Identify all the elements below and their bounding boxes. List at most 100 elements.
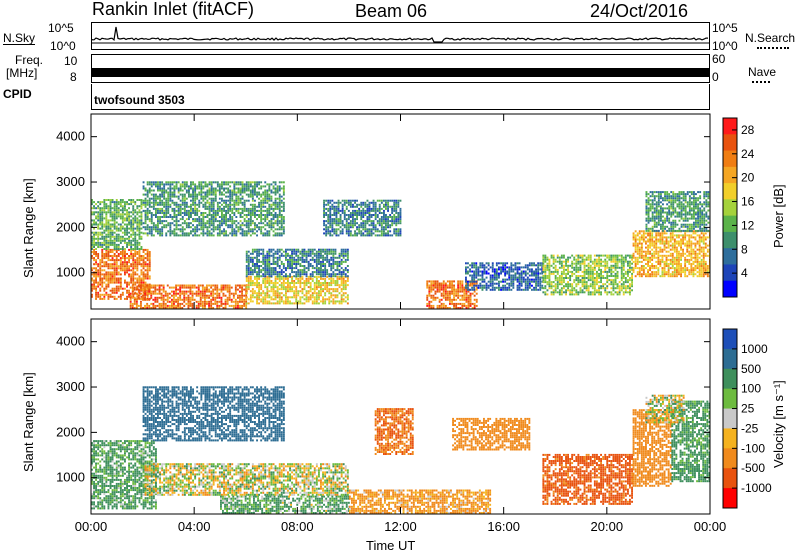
colorbar-segment	[723, 329, 737, 350]
power-region-8	[465, 262, 544, 291]
freq-tick-bottom: 8	[70, 70, 77, 84]
velocity-data	[91, 386, 710, 514]
nsky-tick-top: 10^5	[48, 21, 74, 35]
colorbar-segment	[723, 264, 737, 282]
colorbar-segment	[723, 199, 737, 217]
x-tick-label: 04:00	[178, 519, 211, 534]
colorbar-tick-label: 8	[741, 242, 748, 256]
colorbar-segment	[723, 488, 737, 509]
colorbar-tick-label: -1000	[741, 481, 772, 495]
power-region-1	[91, 199, 143, 250]
x-tick-label: 00:00	[694, 519, 727, 534]
nsearch-tick-bottom: 10^0	[712, 39, 738, 53]
colorbar-frame	[722, 328, 738, 509]
nsearch-tick-top: 10^5	[712, 21, 738, 35]
freq-unit-label: [MHz]	[6, 66, 38, 80]
nave-label: Nave	[748, 65, 777, 79]
colorbar-tick-label: 28	[741, 123, 755, 137]
colorbar-tick-label: 25	[741, 402, 755, 416]
colorbar-segment	[723, 231, 737, 249]
x-tick-label: 08:00	[281, 519, 314, 534]
velocity-region-2	[142, 386, 285, 442]
x-tick-label: 12:00	[384, 519, 417, 534]
colorbar-segment	[723, 408, 737, 429]
colorbar-tick-label: 1000	[741, 342, 768, 356]
y-tick-label: 3000	[56, 174, 85, 189]
nsearch-label: N.Search	[745, 31, 796, 45]
velocity-frame	[90, 318, 711, 515]
power-region-10	[632, 230, 710, 278]
nsky-trace	[92, 26, 709, 44]
freq-band	[92, 68, 709, 77]
y-tick-label: 1000	[56, 265, 85, 280]
colorbar-segment	[723, 166, 737, 184]
velocity-region-6	[452, 417, 531, 451]
power-region-4	[142, 181, 285, 237]
velocity-region-4	[348, 489, 492, 514]
colorbar-tick-label: 20	[741, 171, 755, 185]
colorbar-segment	[723, 215, 737, 233]
colorbar-segment	[723, 428, 737, 449]
velocity-region-8	[632, 409, 672, 487]
colorbar-tick-label: 100	[741, 382, 761, 396]
freq-trace	[92, 68, 709, 77]
colorbar-tick-label: -100	[741, 441, 765, 455]
power-region-11	[645, 191, 710, 232]
velocity-region-7	[542, 453, 633, 505]
power-region-9	[542, 254, 633, 296]
nsky-tick-bottom: 10^0	[50, 39, 76, 53]
nave-line-key	[752, 81, 770, 83]
colorbar-tick-label: -25	[741, 421, 759, 435]
colorbar-tick-label: 4	[741, 266, 748, 280]
y-tick-label: 4000	[56, 334, 85, 349]
colorbar-segment	[723, 183, 737, 200]
nave-tick-top: 60	[712, 52, 726, 66]
colorbar-segment	[723, 248, 737, 265]
power-region-3	[245, 275, 349, 305]
x-tick-label: 00:00	[75, 519, 108, 534]
colorbar-segment	[723, 368, 737, 390]
velocity-region-10	[645, 394, 685, 424]
freq-label: Freq.	[15, 53, 44, 67]
y-tick-label: 2000	[56, 424, 85, 439]
freq-tick-top: 10	[64, 54, 78, 68]
power-frame	[90, 113, 711, 310]
colorbar-segment	[723, 280, 737, 298]
x-tick-label: 16:00	[487, 519, 520, 534]
colorbar-segment	[723, 348, 737, 370]
nave-tick-bottom: 0	[712, 70, 719, 84]
power-colorbar-label: Power [dB]	[771, 184, 786, 248]
time-axis-label: Time UT	[366, 538, 416, 553]
velocity-region-9	[671, 400, 710, 483]
y-tick-label: 4000	[56, 129, 85, 144]
colorbar-tick-label: 500	[741, 362, 761, 376]
y-tick-label: 3000	[56, 379, 85, 394]
y-tick-label: 2000	[56, 219, 85, 234]
cpid-value: twofsound 3503	[94, 93, 185, 107]
power-region-2	[129, 284, 248, 309]
colorbar-tick-label: 16	[741, 195, 755, 209]
velocity-ylabel: Slant Range [km]	[21, 372, 36, 472]
date-label: 24/Oct/2016	[590, 1, 689, 21]
station-title: Rankin Inlet (fitACF)	[92, 0, 255, 19]
colorbar-segment	[723, 118, 737, 135]
power-region-0	[91, 248, 151, 300]
y-tick-label: 1000	[56, 470, 85, 485]
power-ylabel: Slant Range [km]	[21, 178, 36, 278]
colorbar-segment	[723, 150, 737, 168]
freq-panel	[91, 54, 710, 83]
cpid-label: CPID	[3, 87, 32, 101]
velocity-region-5	[374, 408, 414, 455]
colorbar-tick-label: 12	[741, 218, 755, 232]
power-region-7	[426, 280, 478, 309]
velocity-region-0	[91, 440, 157, 510]
cpid-panel: twofsound 3503	[91, 84, 710, 110]
power-data	[91, 181, 710, 309]
power-region-6	[323, 199, 402, 237]
nsky-label: N.Sky	[3, 31, 36, 45]
nsky-panel	[91, 22, 710, 50]
nsearch-line-key	[757, 47, 789, 49]
colorbar-segment	[723, 388, 737, 410]
velocity-region-3	[220, 495, 350, 514]
velocity-colorbar-label: Velocity [m s⁻¹]	[771, 380, 786, 468]
